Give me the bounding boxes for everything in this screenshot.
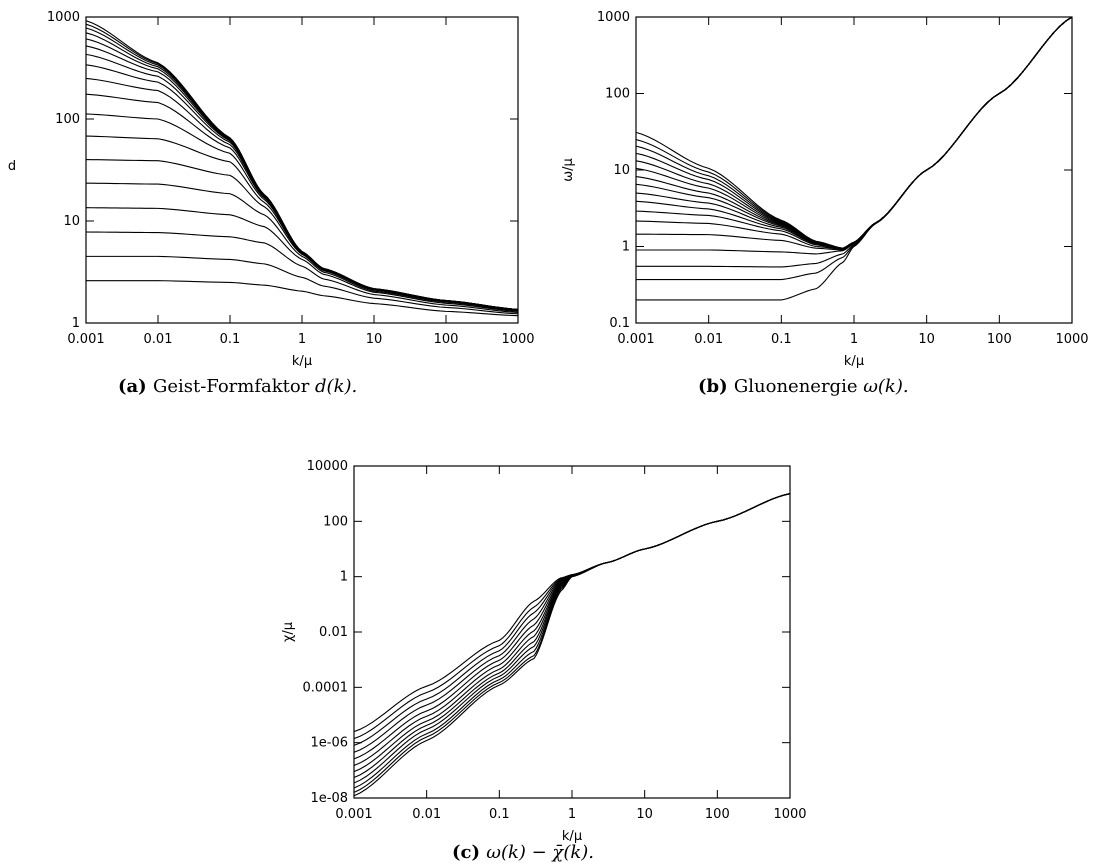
x-tick-label: 100: [987, 332, 1012, 347]
y-tick-label: 0.0001: [303, 680, 349, 695]
x-axis-label: k/μ: [562, 829, 582, 844]
panel-a-caption: (a) Geist-Formfaktor d(k).: [118, 376, 357, 397]
panel-b-series-line: [635, 16, 1073, 250]
y-axis-label: χ/μ: [281, 622, 296, 642]
panel-b-chart: 0.001 0.01 0.1 1 10 100 1000 0.1 1 10 100 1000 k/μ ω/…: [561, 10, 1089, 397]
panel-c-plot-frame: [353, 465, 791, 799]
panel-a-series-line: [85, 45, 519, 311]
panel-b-series-line: [635, 16, 1073, 250]
panel-b-series-line: [635, 16, 1073, 249]
caption-tag: (a): [118, 376, 153, 397]
panel-a-series-line: [85, 159, 519, 311]
x-axis-label: k/μ: [292, 354, 312, 369]
panel-b-series-line: [636, 16, 1073, 255]
panel-b-series-line: [635, 16, 1073, 250]
y-tick-label: 1000: [597, 10, 630, 25]
panel-a-series-line: [85, 77, 519, 311]
y-tick-label: 0.1: [609, 316, 630, 331]
y-tick-label: 1e-08: [310, 791, 348, 806]
x-tick-label: 1000: [501, 332, 534, 347]
panel-b-caption: (b) Gluonenergie ω(k).: [698, 376, 909, 397]
panel-b-series-line: [636, 16, 1073, 301]
panel-a-series-line: [85, 20, 519, 310]
y-axis-label: ω/μ: [561, 158, 576, 182]
caption-tag: (b): [698, 376, 734, 397]
y-tick-label: 10: [63, 214, 80, 229]
panel-a-series-line: [85, 32, 519, 310]
y-tick-label: 1e-06: [310, 736, 348, 751]
panel-b-series-line: [635, 16, 1073, 249]
caption-math: ω(k) − χ̄(k).: [486, 842, 594, 863]
x-tick-label: 1: [850, 332, 858, 347]
panel-b-series-line: [635, 16, 1073, 249]
panel-b-series-line: [635, 16, 1073, 250]
caption-tag: (c): [452, 842, 486, 863]
panel-b-series-line: [635, 16, 1073, 250]
caption-math: ω(k).: [863, 376, 908, 397]
panel-b-series-line: [635, 16, 1073, 249]
x-tick-label: 1000: [773, 807, 806, 822]
x-tick-label: 0.01: [412, 807, 441, 822]
y-tick-label: 100: [323, 514, 348, 529]
panel-c-series-line: [353, 493, 791, 793]
panel-c-series-line: [353, 493, 791, 784]
x-tick-label: 0.001: [67, 332, 104, 347]
panel-a-series-line: [85, 182, 519, 312]
y-tick-label: 1000: [47, 10, 80, 25]
y-tick-label: 1: [340, 570, 348, 585]
caption-text: Gluonenergie: [734, 376, 863, 397]
y-tick-label: 0.01: [319, 625, 348, 640]
x-tick-label: 0.01: [694, 332, 723, 347]
panel-c-series-line: [353, 493, 791, 773]
panel-a-series-line: [85, 231, 519, 313]
panel-a-series-line: [85, 135, 519, 311]
x-tick-label: 10: [366, 332, 383, 347]
y-tick-label: 1: [72, 316, 80, 331]
panel-a-series-line: [85, 207, 519, 312]
x-tick-label: 100: [434, 332, 459, 347]
panel-b-series-line: [635, 16, 1073, 250]
x-tick-label: 100: [705, 807, 730, 822]
y-tick-label: 100: [55, 112, 80, 127]
x-tick-label: 0.01: [144, 332, 173, 347]
x-tick-label: 0.1: [489, 807, 510, 822]
x-tick-label: 10: [918, 332, 935, 347]
y-tick-label: 100: [605, 87, 630, 102]
y-tick-label: 1: [622, 240, 630, 255]
panel-c-series-line: [353, 493, 791, 779]
panel-b-series-line: [635, 16, 1073, 250]
y-tick-label: 10000: [307, 459, 348, 474]
panel-b-series-line: [636, 16, 1073, 281]
x-tick-label: 1000: [1055, 332, 1088, 347]
panel-a-series-line: [85, 53, 519, 311]
panel-a-series-line: [86, 255, 519, 315]
x-tick-label: 0.001: [335, 807, 372, 822]
caption-text: Geist-Formfaktor: [153, 376, 315, 397]
panel-b-series-line: [635, 16, 1073, 250]
panel-a-series-line: [86, 280, 519, 317]
x-tick-label: 10: [636, 807, 653, 822]
panel-a-series-line: [85, 38, 519, 311]
x-tick-label: 1: [568, 807, 576, 822]
y-axis-label: d: [8, 159, 16, 174]
y-tick-label: 10: [613, 163, 630, 178]
x-tick-label: 1: [298, 332, 306, 347]
x-tick-label: 0.001: [617, 332, 654, 347]
panel-c-series-line: [353, 493, 791, 797]
x-tick-label: 0.1: [771, 332, 792, 347]
panel-c-caption: (c) ω(k) − χ̄(k).: [452, 842, 594, 863]
panel-c-series-line: [353, 493, 791, 733]
panel-c-chart: 0.001 0.01 0.1 1 10 100 1000 1e-08 1e-06 0.0001 0.…: [281, 459, 807, 863]
panel-a-chart: 0.001 0.01 0.1 1 10 100 1000 1 10 100 1000 k/μ d (a) …: [8, 10, 535, 397]
x-tick-label: 0.1: [220, 332, 241, 347]
caption-math: d(k).: [315, 376, 357, 397]
panel-b-series-line: [636, 16, 1073, 268]
x-axis-label: k/μ: [844, 354, 864, 369]
